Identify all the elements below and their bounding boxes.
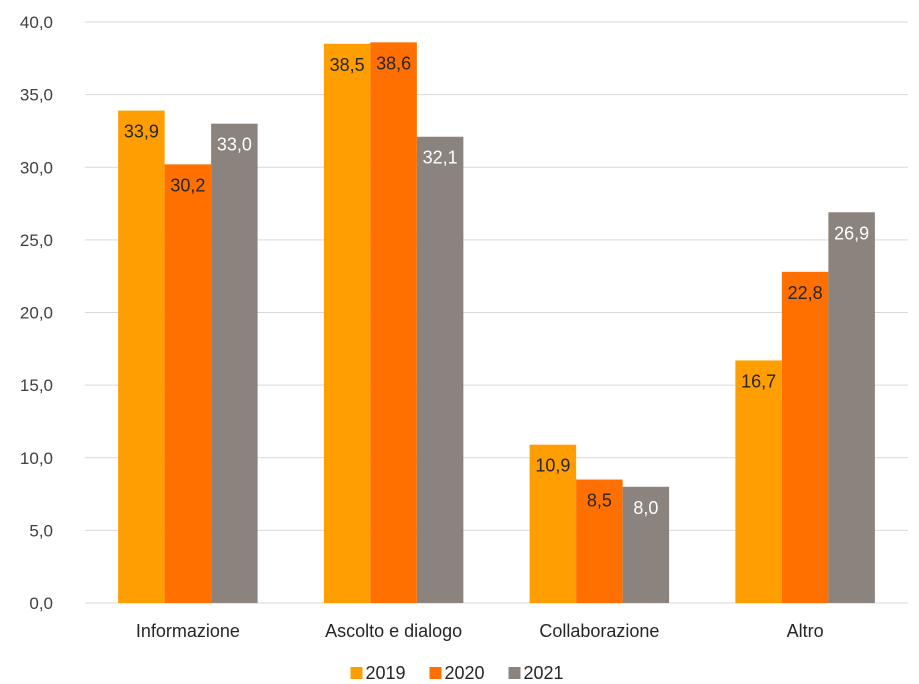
bars <box>118 42 875 604</box>
bar-2020-ascolto-e-dialogo <box>370 42 417 603</box>
bar-2021-informazione <box>211 123 258 604</box>
bar-2021-altro <box>828 212 875 603</box>
y-tick-label: 25,0 <box>20 231 53 250</box>
data-label: 22,8 <box>788 283 823 303</box>
data-label: 26,9 <box>834 223 869 243</box>
data-label: 8,0 <box>633 498 658 518</box>
x-category-label: Ascolto e dialogo <box>325 621 462 641</box>
legend-label: 2021 <box>524 663 564 683</box>
data-label: 32,1 <box>423 148 458 168</box>
x-axis-categories: Informazione Ascolto e dialogo Collaborazi… <box>136 621 824 641</box>
data-labels: 33,9 30,2 33,0 38,5 38,6 32,1 10,9 8,5 8,0 16,7 22… <box>124 53 869 517</box>
data-label: 33,0 <box>217 135 252 155</box>
x-category-label: Collaborazione <box>539 621 659 641</box>
bar-2021-ascolto-e-dialogo <box>416 136 464 603</box>
bar-2020-collaborazione <box>576 479 623 603</box>
data-label: 16,7 <box>741 371 776 391</box>
y-tick-label: 35,0 <box>20 86 53 105</box>
x-category-label: Altro <box>787 621 824 641</box>
bar-2019-collaborazione <box>529 444 577 603</box>
bar-2019-altro <box>735 360 782 603</box>
legend-label: 2020 <box>445 663 485 683</box>
y-tick-label: 5,0 <box>29 521 53 540</box>
y-tick-label: 20,0 <box>20 304 53 323</box>
bar-2019-informazione <box>118 110 165 603</box>
x-category-label: Informazione <box>136 621 240 641</box>
data-label: 38,5 <box>330 55 365 75</box>
legend-swatch-2021 <box>508 667 521 679</box>
legend-swatch-2020 <box>429 667 442 679</box>
data-label: 8,5 <box>587 491 612 511</box>
data-label: 33,9 <box>124 122 159 142</box>
y-tick-label: 0,0 <box>29 594 53 613</box>
y-tick-label: 15,0 <box>20 376 53 395</box>
legend-swatch-2019 <box>350 667 363 679</box>
data-label: 38,6 <box>376 53 411 73</box>
bar-2020-informazione <box>164 164 212 603</box>
legend: 2019 2020 2021 <box>350 663 564 683</box>
data-label: 10,9 <box>535 456 570 476</box>
y-tick-label: 40,0 <box>20 13 53 32</box>
data-label: 30,2 <box>170 175 205 195</box>
legend-label: 2019 <box>366 663 406 683</box>
y-tick-label: 10,0 <box>20 449 53 468</box>
y-tick-label: 30,0 <box>20 158 53 177</box>
bar-2021-collaborazione <box>622 486 670 603</box>
y-axis-ticks: 0,0 5,0 10,0 15,0 20,0 25,0 30,0 35,0 40,0 <box>20 13 53 613</box>
bar-2020-altro <box>781 271 829 603</box>
bar-2019-ascolto-e-dialogo <box>323 43 371 604</box>
